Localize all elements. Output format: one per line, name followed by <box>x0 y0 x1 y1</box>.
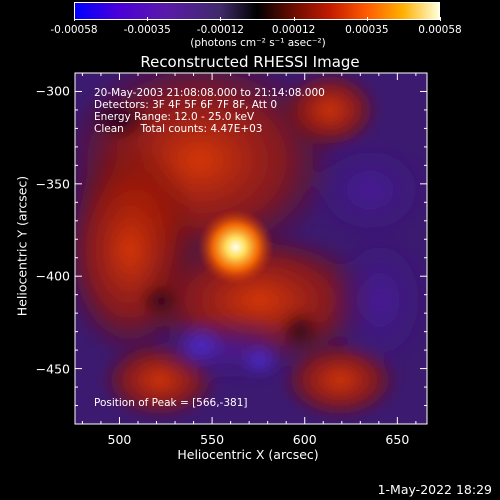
annotation-energy-range: Energy Range: 12.0 - 25.0 keV <box>94 111 255 123</box>
y-axis-label: Heliocentric Y (arcsec) <box>14 175 30 317</box>
colorbar-tick-label: -0.00058 <box>50 24 98 36</box>
plot-frame <box>74 72 428 425</box>
axis-ticks <box>75 72 427 424</box>
x-tick-label: 550 <box>200 432 225 447</box>
colorbar-tick-label: 0.00058 <box>418 24 462 36</box>
x-tick-label: 500 <box>107 432 132 447</box>
colorbar-tick-mark <box>293 17 295 21</box>
colorbar-units: (photons cm⁻² s⁻¹ asec⁻²) <box>190 37 326 49</box>
colorbar-tick-mark <box>147 17 149 21</box>
colorbar-gradient <box>75 3 439 19</box>
y-tick-label: −300 <box>35 83 70 99</box>
colorbar-tick-label: 0.00012 <box>271 24 316 36</box>
colorbar-tick-label: -0.00035 <box>123 24 171 36</box>
y-tick-label: −450 <box>35 361 70 377</box>
x-tick-label: 650 <box>385 432 410 447</box>
x-axis-label: Heliocentric X (arcsec) <box>177 447 319 462</box>
colorbar-tick-mark <box>440 17 441 21</box>
annotation-peak-position: Position of Peak = [566,-381] <box>94 397 248 409</box>
annotation-clean-counts: Clean Total counts: 4.47E+03 <box>94 123 263 135</box>
y-tick-label: −400 <box>35 268 70 284</box>
annotation-detectors: Detectors: 3F 4F 5F 6F 7F 8F, Att 0 <box>94 99 278 111</box>
colorbar-tick-mark <box>366 17 368 21</box>
colorbar-tick-mark <box>220 17 222 21</box>
heatmap-image <box>75 73 427 424</box>
colorbar <box>74 2 440 20</box>
annotation-time-range: 20-May-2003 21:08:08.000 to 21:14:08.000 <box>94 87 325 99</box>
x-tick-label: 600 <box>292 432 317 447</box>
chart-title: Reconstructed RHESSI Image <box>140 53 360 71</box>
colorbar-tick-label: -0.00012 <box>196 24 244 36</box>
colorbar-tick-label: 0.00035 <box>345 24 389 36</box>
colorbar-tick-mark <box>74 17 75 21</box>
y-tick-label: −350 <box>35 176 70 192</box>
peak-spot <box>197 209 274 286</box>
footer-date: 1-May-2022 18:29 <box>377 482 492 497</box>
